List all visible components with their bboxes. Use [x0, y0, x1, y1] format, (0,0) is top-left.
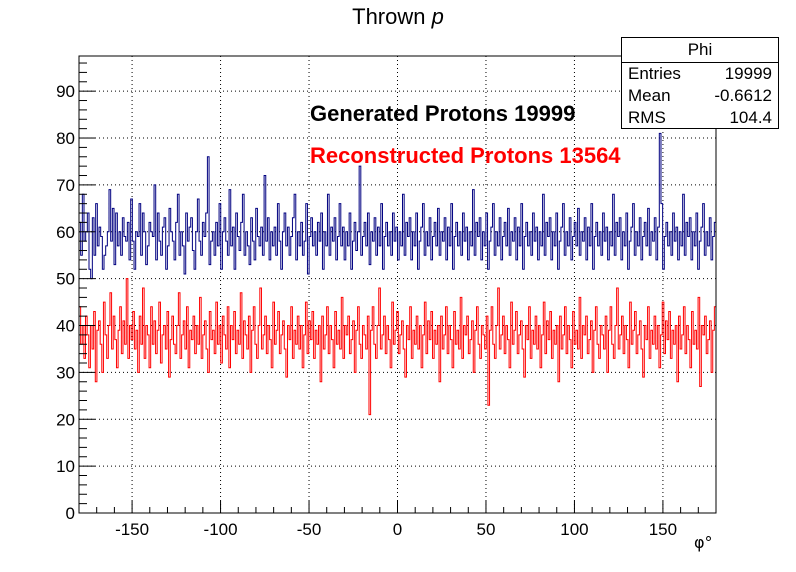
x-tick-label: 50: [477, 520, 496, 539]
stats-label-rms: RMS: [628, 108, 666, 127]
axis-tick-labels: -150 -100 -50 0 50 100 150 0 10 20 30 40 50 60 70 80 90: [56, 82, 677, 539]
y-tick-label: 90: [56, 82, 75, 101]
y-tick-label: 70: [56, 176, 75, 195]
stats-value-mean: -0.6612: [714, 86, 772, 105]
x-tick-label: -150: [115, 520, 149, 539]
y-tick-label: 60: [56, 223, 75, 242]
histogram-series: [78, 132, 717, 513]
stats-title: Phi: [622, 38, 778, 63]
stats-row-mean: Mean -0.6612: [622, 85, 778, 107]
stats-value-rms: 104.4: [729, 108, 772, 127]
x-tick-label: -100: [204, 520, 238, 539]
stats-value-entries: 19999: [724, 64, 772, 83]
axis-ticks: [79, 62, 699, 514]
legend-generated: Generated Protons 19999: [310, 101, 576, 126]
x-tick-label: 150: [649, 520, 677, 539]
y-tick-label: 0: [66, 504, 75, 523]
y-tick-label: 20: [56, 410, 75, 429]
x-tick-label: 100: [560, 520, 588, 539]
stats-label-mean: Mean: [628, 86, 671, 105]
y-tick-label: 40: [56, 317, 75, 336]
stats-box: Phi Entries 19999 Mean -0.6612 RMS 104.4: [621, 37, 779, 129]
chart-title-variable: p: [431, 4, 444, 29]
stats-row-entries: Entries 19999: [622, 63, 778, 85]
y-tick-label: 80: [56, 129, 75, 148]
y-tick-label: 30: [56, 363, 75, 382]
x-axis-label: φ°: [694, 533, 713, 552]
grid-lines: [79, 56, 716, 513]
series-generated-line: [78, 132, 717, 513]
series-reconstructed-line: [78, 278, 717, 513]
chart-title-text: Thrown: [352, 4, 432, 29]
stats-label-entries: Entries: [628, 64, 681, 83]
x-tick-label: -50: [297, 520, 322, 539]
legend-reconstructed: Reconstructed Protons 13564: [310, 143, 621, 168]
y-tick-label: 50: [56, 270, 75, 289]
chart-title: Thrown p: [0, 4, 796, 30]
stats-row-rms: RMS 104.4: [622, 107, 778, 129]
y-tick-label: 10: [56, 457, 75, 476]
x-tick-label: 0: [393, 520, 402, 539]
